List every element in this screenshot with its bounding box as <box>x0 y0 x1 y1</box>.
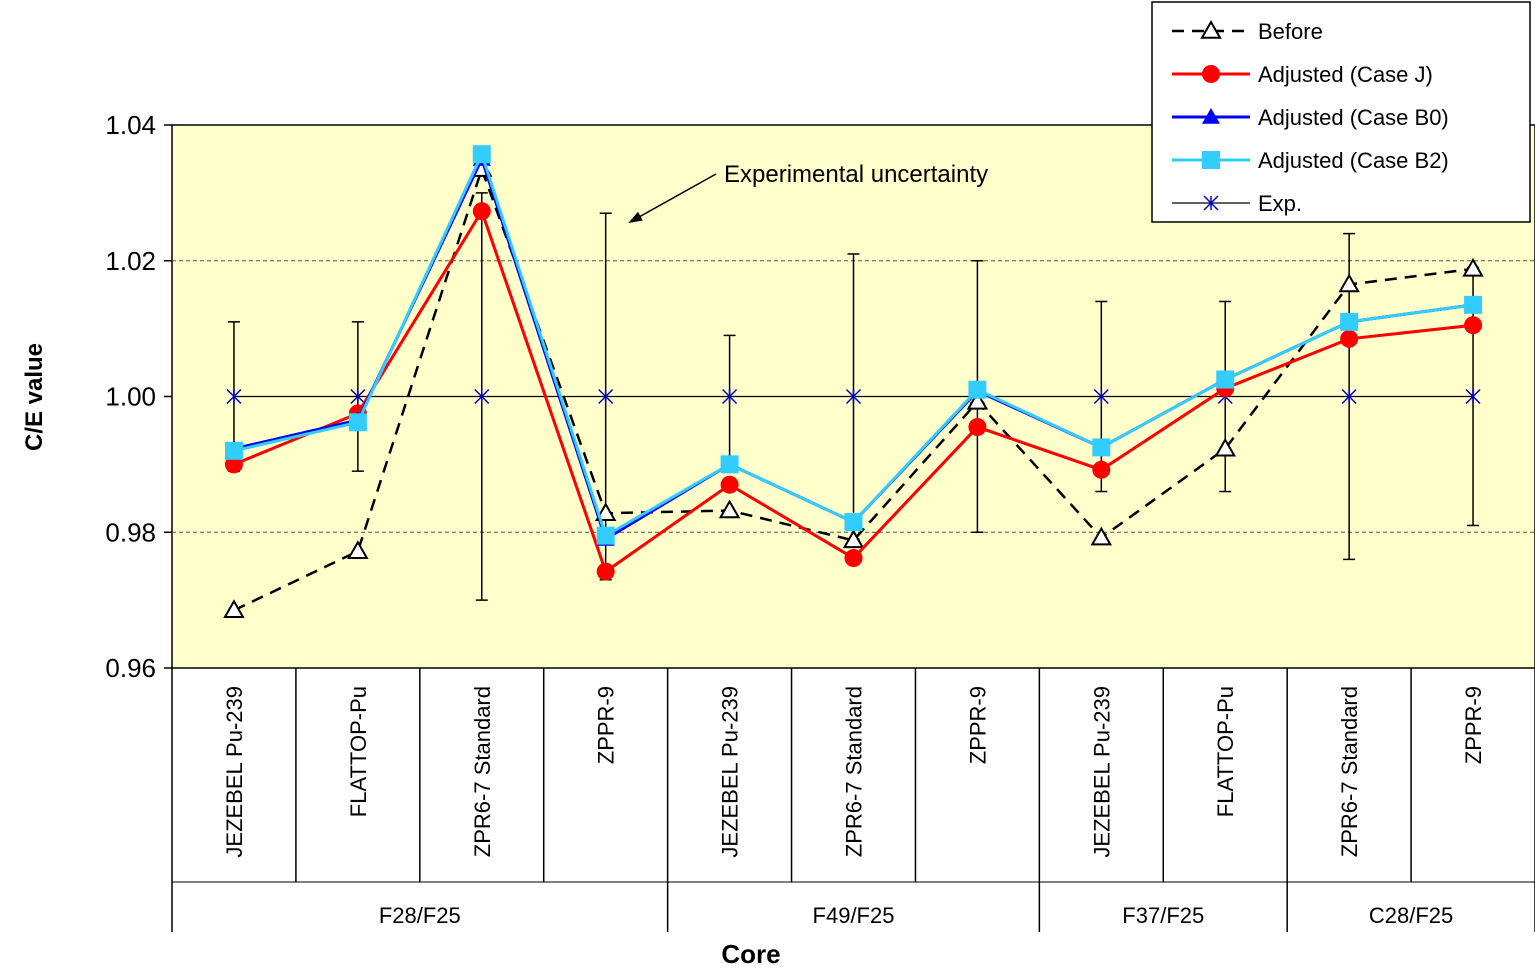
y-tick-label: 1.00 <box>105 382 156 412</box>
data-point <box>598 388 614 405</box>
legend-item: Adjusted (Case B2) <box>1172 148 1449 173</box>
legend-label: Adjusted (Case B0) <box>1258 105 1449 130</box>
x-axis-title: Core <box>721 939 780 969</box>
data-point <box>722 388 738 405</box>
category-label: FLATTOP-Pu <box>1213 686 1238 817</box>
category-label: ZPPR-9 <box>594 686 619 764</box>
data-point <box>474 388 490 405</box>
data-point <box>1202 65 1220 83</box>
legend-label: Adjusted (Case B2) <box>1258 148 1449 173</box>
legend-item: Exp. <box>1172 191 1302 216</box>
group-label: F49/F25 <box>813 903 895 928</box>
data-point <box>1200 19 1222 39</box>
data-point <box>1202 151 1220 169</box>
data-point <box>1462 257 1484 277</box>
data-point <box>350 388 366 405</box>
data-point <box>1203 195 1219 211</box>
data-point <box>720 475 739 494</box>
series-group <box>223 145 1484 619</box>
group-label: C28/F25 <box>1369 903 1453 928</box>
annotation-arrow <box>628 173 717 223</box>
data-point <box>1464 295 1483 314</box>
category-label: ZPR6-7 Standard <box>1337 686 1362 857</box>
x-axis: JEZEBEL Pu-239 FLATTOP-Pu ZPR6-7 Standard Z… <box>171 668 1535 932</box>
data-point <box>1092 460 1111 479</box>
legend-item: Adjusted (Case B0) <box>1172 105 1449 130</box>
data-point <box>348 413 367 432</box>
data-point <box>1464 316 1483 335</box>
legend-label: Before <box>1258 19 1323 44</box>
category-label: ZPPR-9 <box>965 686 990 764</box>
category-label: ZPPR-9 <box>1461 686 1486 764</box>
data-point <box>845 388 862 405</box>
series-adjusted-case-b2 <box>224 145 1483 545</box>
y-tick-label: 0.96 <box>105 653 156 683</box>
data-point <box>1340 329 1359 348</box>
legend-label: Exp. <box>1258 191 1302 216</box>
data-point <box>842 529 865 549</box>
category-label: JEZEBEL Pu-239 <box>1089 686 1114 858</box>
data-point <box>1341 388 1357 405</box>
series-line <box>233 165 1474 612</box>
y-tick-label: 0.98 <box>105 517 156 547</box>
data-point <box>844 549 863 568</box>
category-label: FLATTOP-Pu <box>346 686 371 817</box>
data-point <box>1465 388 1481 405</box>
data-point <box>968 380 987 399</box>
legend-item: Before <box>1172 19 1323 44</box>
data-point <box>596 526 615 545</box>
y-tick-label: 1.04 <box>105 110 156 140</box>
data-point <box>596 562 615 581</box>
data-point <box>1202 108 1220 124</box>
data-point <box>1093 388 1109 405</box>
data-point <box>720 455 739 474</box>
category-label: ZPR6-7 Standard <box>842 686 867 857</box>
y-axis: 0.96 0.98 1.00 1.02 1.04 <box>105 110 172 683</box>
annotation-label: Experimental uncertainty <box>724 161 988 188</box>
group-label: F37/F25 <box>1122 903 1204 928</box>
data-point <box>1340 312 1359 331</box>
legend-label: Adjusted (Case J) <box>1258 62 1433 87</box>
data-point <box>1092 438 1111 457</box>
legend-item: Adjusted (Case J) <box>1172 62 1433 87</box>
data-point <box>226 388 242 405</box>
category-label: ZPR6-7 Standard <box>470 686 495 857</box>
data-point <box>968 418 987 437</box>
data-point <box>844 513 863 532</box>
y-tick-label: 1.02 <box>105 246 156 276</box>
data-point <box>223 599 245 619</box>
data-point <box>224 441 243 460</box>
data-point <box>224 455 243 474</box>
data-point <box>472 145 491 164</box>
data-point <box>718 499 741 519</box>
annotation: Experimental uncertainty <box>628 161 988 223</box>
category-label: JEZEBEL Pu-239 <box>718 686 743 858</box>
y-axis-title: C/E value <box>21 343 48 451</box>
legend: Before Adjusted (Case J) Adjusted (Case B0… <box>1151 1 1531 223</box>
data-point <box>594 502 617 521</box>
data-point <box>966 390 989 410</box>
category-label: JEZEBEL Pu-239 <box>222 686 247 858</box>
data-point <box>1338 273 1360 293</box>
data-point <box>347 540 369 560</box>
group-label: F28/F25 <box>379 903 461 928</box>
series-before <box>223 158 1484 619</box>
data-point <box>472 202 491 221</box>
data-point <box>1214 437 1236 457</box>
data-point <box>1090 526 1113 546</box>
data-point <box>1216 370 1235 389</box>
